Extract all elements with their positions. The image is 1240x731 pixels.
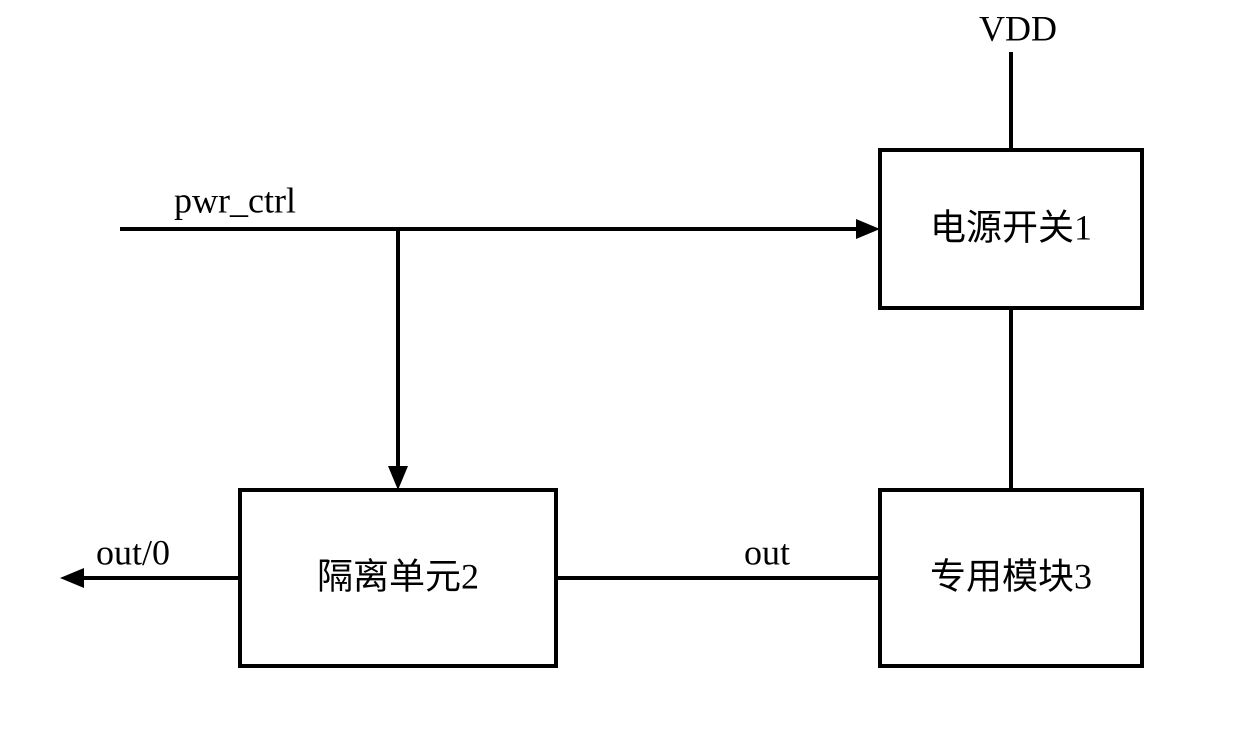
dedicated-label: 专用模块3 [930, 556, 1092, 596]
wires [60, 52, 1011, 588]
power-switch-label: 电源开关1 [930, 207, 1092, 247]
node-power-switch: 电源开关1 [880, 150, 1142, 308]
node-isolation-unit: 隔离单元2 [240, 490, 556, 666]
pwr-ctrl-label: pwr_ctrl [174, 180, 296, 220]
out0-label: out/0 [96, 532, 170, 572]
arrowhead-icon [388, 466, 408, 490]
arrowhead-icon [60, 568, 84, 588]
wire-pwr-to-switch [120, 219, 880, 239]
wire-branch-to-iso [388, 229, 408, 490]
out-label: out [744, 532, 790, 572]
node-dedicated-module: 专用模块3 [880, 490, 1142, 666]
vdd-label: VDD [979, 8, 1057, 48]
arrowhead-icon [856, 219, 880, 239]
isolation-label: 隔离单元2 [317, 556, 479, 596]
